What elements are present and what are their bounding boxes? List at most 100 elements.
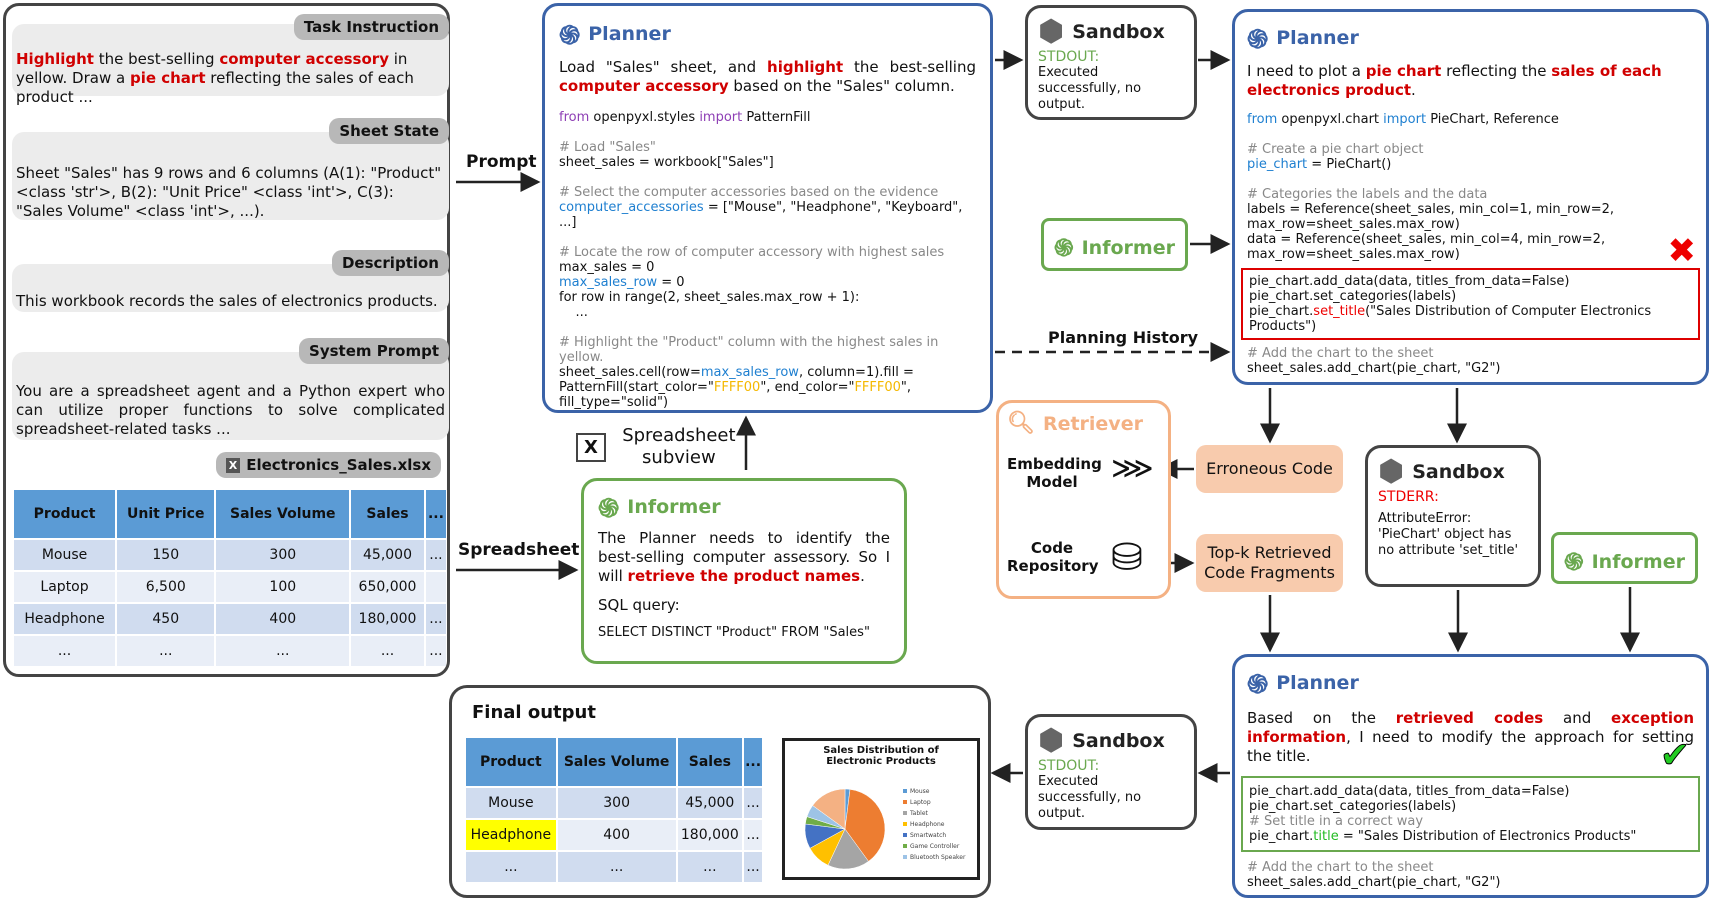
table-cell[interactable]: ... xyxy=(425,604,446,634)
description-text: This workbook records the sales of elect… xyxy=(16,292,438,310)
c: # Add the chart to the sheet xyxy=(1247,860,1434,875)
table-cell[interactable]: Laptop xyxy=(14,572,116,602)
erroneous-code-pill: Erroneous Code xyxy=(1196,445,1343,493)
openai-logo-icon: ֍ xyxy=(1247,25,1269,55)
c: PieChart, Reference xyxy=(1426,112,1559,127)
spreadsheet-label: Spreadsheet xyxy=(458,540,580,560)
highlight-word: exception information xyxy=(1247,709,1694,746)
openai-logo-icon: ֍ xyxy=(1247,670,1269,700)
table-cell[interactable]: Mouse xyxy=(14,540,116,570)
planner-box-1: ֍ Planner Load "Sales" sheet, and highlig… xyxy=(542,3,993,413)
retriever-title: Retriever xyxy=(1042,412,1143,435)
table-cell[interactable]: Mouse xyxy=(466,788,556,818)
sheet-table: Product Unit Price Sales Volume Sales... Mou… xyxy=(12,488,448,668)
red-x-icon: ✖ xyxy=(1667,231,1697,271)
table-cell[interactable]: 300 xyxy=(216,540,350,570)
sandbox-output: Executed successfully, no output. xyxy=(1038,65,1142,112)
sandbox-cube-icon: ⬢ xyxy=(1038,723,1065,758)
planner-code: from openpyxl.chart import PieChart, Ref… xyxy=(1247,112,1694,262)
highlight-word: retrieved codes xyxy=(1395,709,1544,727)
sandbox-box-3: ⬢ Sandbox STDOUT: Executed successfully, … xyxy=(1025,714,1197,830)
pie-chart: Sales Distribution of Electronic Product… xyxy=(782,738,980,880)
informer-box-main: ֍ Informer The Planner needs to identify … xyxy=(581,478,907,664)
c: max_sales = 0 xyxy=(559,260,655,275)
table-cell[interactable]: 400 xyxy=(557,820,676,850)
embedding-model-label: Embedding Model xyxy=(1007,455,1102,491)
informer-box-top: ֍ Informer xyxy=(1041,218,1188,271)
table-cell[interactable]: ... xyxy=(466,852,556,882)
legend-entry: Mouse xyxy=(910,788,930,795)
table-cell[interactable]: 180,000 xyxy=(677,820,743,850)
c: import xyxy=(699,110,743,125)
c: # Locate the row of computer accessory w… xyxy=(559,245,945,260)
table-cell[interactable]: ... xyxy=(425,636,446,666)
text-seg: . xyxy=(1411,81,1416,99)
table-cell[interactable]: ... xyxy=(351,636,424,666)
pie-svg: Mouse Laptop Tablet Headphone Smartwatch Game… xyxy=(804,788,966,870)
table-cell[interactable]: 150 xyxy=(117,540,215,570)
table-cell[interactable]: 300 xyxy=(557,788,676,818)
table-cell[interactable] xyxy=(425,572,446,602)
c: pie_chart.add_data(data, titles_from_dat… xyxy=(1249,784,1570,814)
c: # Set title in a correct way xyxy=(1249,814,1424,829)
retriever-box: 🔍︎ Retriever Embedding Model ⋙ Code Repos… xyxy=(996,400,1171,599)
sandbox-error: AttributeError: 'PieChart' object has no… xyxy=(1378,511,1519,558)
planner-message: Based on the retrieved codes and excepti… xyxy=(1247,709,1694,766)
c: max_sales_row xyxy=(700,365,799,380)
legend-entry: Smartwatch xyxy=(910,832,946,839)
description-tag: Description xyxy=(331,250,449,276)
highlight-word: Highlight xyxy=(16,50,94,68)
system-prompt-section: System Prompt You are a spreadsheet agen… xyxy=(12,338,449,440)
c: from xyxy=(559,110,590,125)
sandbox-title: Sandbox xyxy=(1072,20,1165,43)
legend-swatch xyxy=(903,855,907,859)
c: = "Sales Distribution of Electronics Pro… xyxy=(1338,829,1637,844)
c: set_title xyxy=(1313,304,1366,319)
c: import xyxy=(1383,112,1427,127)
table-row: Mouse 150 300 45,000... xyxy=(14,540,446,570)
table-cell[interactable]: 180,000 xyxy=(351,604,424,634)
table-cell[interactable]: ... xyxy=(216,636,350,666)
table-cell[interactable]: ... xyxy=(744,852,762,882)
c: FFFF00 xyxy=(854,380,901,395)
system-prompt-text: You are a spreadsheet agent and a Python… xyxy=(16,382,445,438)
table-cell[interactable]: ... xyxy=(117,636,215,666)
text-seg: Load "Sales" sheet, and xyxy=(559,58,768,76)
highlight-word: highlight xyxy=(767,58,844,76)
stdout-label: STDOUT: xyxy=(1038,758,1100,774)
text-seg: I need to plot a xyxy=(1247,62,1366,80)
table-cell[interactable]: 650,000 xyxy=(351,572,424,602)
legend-swatch xyxy=(903,844,907,848)
openai-logo-icon: ֍ xyxy=(598,494,620,524)
text-seg: , I need to modify the approach for sett… xyxy=(1247,728,1694,765)
c: = ["Mouse", "Headphone", "Keyboard", ...… xyxy=(559,200,967,230)
c: , column=1).fill = PatternFill(start_col… xyxy=(559,365,919,395)
table-cell[interactable]: ... xyxy=(425,540,446,570)
excel-file-icon: X xyxy=(225,457,241,473)
table-cell[interactable]: Headphone xyxy=(14,604,116,634)
legend-entry: Bluetooth Speaker xyxy=(910,854,966,861)
table-cell[interactable]: ... xyxy=(557,852,676,882)
table-cell[interactable]: ... xyxy=(677,852,743,882)
c: # Select the computer accessories based … xyxy=(559,185,939,200)
c: from xyxy=(1247,112,1278,127)
table-cell[interactable]: 45,000 xyxy=(351,540,424,570)
table-cell[interactable]: 450 xyxy=(117,604,215,634)
stdout-label: STDOUT: xyxy=(1038,49,1100,65)
sandbox-box-2: ⬢ Sandbox STDERR: AttributeError: 'PieCha… xyxy=(1365,445,1541,587)
table-cell[interactable]: 6,500 xyxy=(117,572,215,602)
table-cell[interactable]: ... xyxy=(744,788,762,818)
table-cell[interactable]: ... xyxy=(14,636,116,666)
c: ", fill_type="solid") xyxy=(559,380,916,410)
table-cell[interactable]: Headphone xyxy=(466,820,556,850)
c: sheet_sales = workbook["Sales"] xyxy=(559,155,774,170)
table-cell[interactable]: ... xyxy=(744,820,762,850)
table-cell[interactable]: 100 xyxy=(216,572,350,602)
table-row: ............ xyxy=(466,852,762,882)
file-tag: X Electronics_Sales.xlsx xyxy=(215,452,441,478)
table-cell[interactable]: 400 xyxy=(216,604,350,634)
table-cell[interactable]: 45,000 xyxy=(677,788,743,818)
planner-code-tail: # Add the chart to the sheet sheet_sales… xyxy=(1247,346,1694,376)
legend-entry: Laptop xyxy=(910,799,931,806)
c: # Load "Sales" xyxy=(559,140,656,155)
